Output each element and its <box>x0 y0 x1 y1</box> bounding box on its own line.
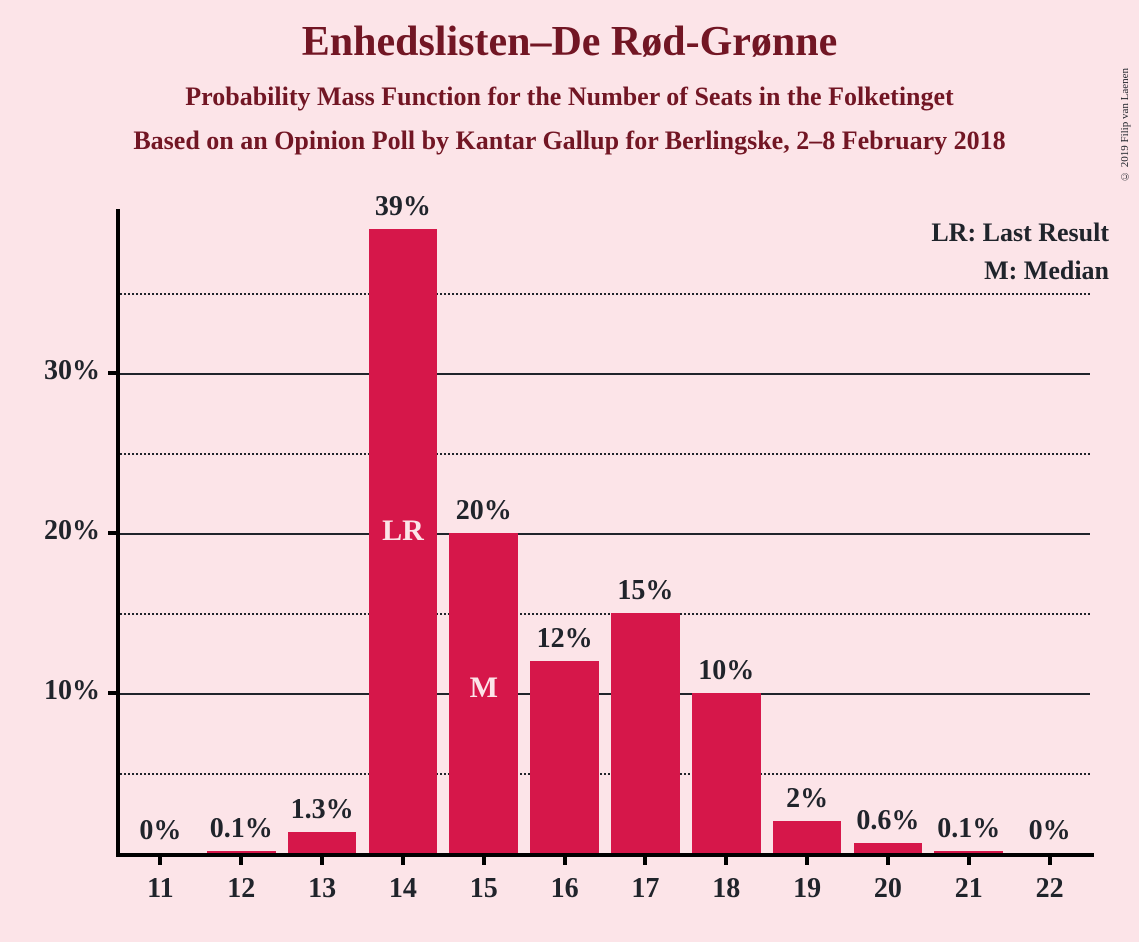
bar-value-label: 20% <box>433 495 534 527</box>
bar-value-label: 39% <box>353 191 454 223</box>
gridline-major <box>120 373 1090 375</box>
bar-value-label: 0% <box>999 815 1100 847</box>
bar <box>530 661 599 853</box>
y-axis-label: 30% <box>20 355 100 387</box>
x-axis-label: 11 <box>120 873 201 905</box>
chart-container: © 2019 Filip van Laenen Enhedslisten–De … <box>0 18 1139 942</box>
bar <box>611 613 680 853</box>
x-axis-label: 13 <box>282 873 363 905</box>
bar <box>692 693 761 853</box>
bar-value-label: 15% <box>595 575 696 607</box>
legend: LR: Last Result M: Median <box>931 218 1109 294</box>
chart-subtitle-1: Probability Mass Function for the Number… <box>0 82 1139 112</box>
chart-subtitle-2: Based on an Opinion Poll by Kantar Gallu… <box>0 126 1139 156</box>
x-axis-label: 18 <box>686 873 767 905</box>
y-axis-line <box>116 209 120 857</box>
gridline-minor <box>120 613 1090 615</box>
x-axis-label: 19 <box>767 873 848 905</box>
chart-title: Enhedslisten–De Rød-Grønne <box>0 18 1139 66</box>
bar-value-label: 1.3% <box>272 794 373 826</box>
gridline-major <box>120 693 1090 695</box>
y-axis-label: 10% <box>20 675 100 707</box>
copyright-text: © 2019 Filip van Laenen <box>1119 68 1131 182</box>
bar-annotation: LR <box>363 514 444 548</box>
bar-value-label: 12% <box>514 623 615 655</box>
x-axis-label: 16 <box>524 873 605 905</box>
title-block: Enhedslisten–De Rød-Grønne Probability M… <box>0 18 1139 156</box>
legend-item: LR: Last Result <box>931 218 1109 248</box>
legend-item: M: Median <box>931 256 1109 286</box>
x-axis-label: 12 <box>201 873 282 905</box>
gridline-minor <box>120 453 1090 455</box>
x-axis-label: 21 <box>928 873 1009 905</box>
bar <box>854 843 923 853</box>
bar-value-label: 10% <box>676 655 777 687</box>
bar-annotation: M <box>443 671 524 705</box>
x-axis-label: 15 <box>443 873 524 905</box>
bar <box>773 821 842 853</box>
gridline-major <box>120 533 1090 535</box>
bar <box>288 832 357 853</box>
x-axis-line <box>116 853 1094 857</box>
plot-area: 10%20%30%0%110.1%121.3%1339%1420%1512%16… <box>120 213 1090 853</box>
x-axis-label: 20 <box>848 873 929 905</box>
gridline-minor <box>120 773 1090 775</box>
x-axis-label: 17 <box>605 873 686 905</box>
x-axis-label: 14 <box>363 873 444 905</box>
x-axis-label: 22 <box>1009 873 1090 905</box>
y-axis-label: 20% <box>20 515 100 547</box>
